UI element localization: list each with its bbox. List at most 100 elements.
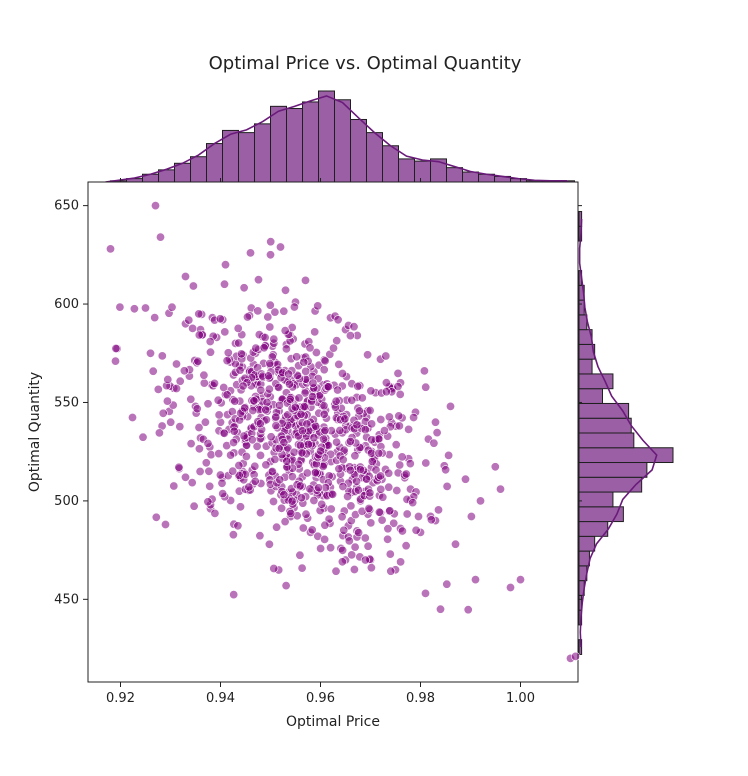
scatter-point [354,528,364,538]
top-hist-bar [238,132,255,184]
scatter-point [214,410,224,420]
scatter-point [268,496,278,506]
scatter-point [441,465,451,475]
scatter-point [378,492,388,502]
scatter-point [314,483,324,493]
scatter-point [349,564,359,574]
scatter-point [353,381,363,391]
scatter-point [383,534,393,544]
scatter-point [157,351,167,361]
scatter-point [426,515,436,525]
right-hist-bar [578,373,614,390]
scatter-point [470,575,480,585]
scatter-point [352,420,362,430]
top-hist-bar [414,160,431,184]
scatter-point [317,499,327,509]
scatter-point [287,496,297,506]
right-hist-bar [578,535,596,552]
scatter-point [151,201,161,211]
scatter-point [429,438,439,448]
right-marginal-histogram [578,211,674,655]
x-axis-label: Optimal Price [286,714,380,730]
scatter-point [254,275,264,285]
scatter-point [366,386,376,396]
top-hist-bar [318,90,335,184]
scatter-point [442,481,452,491]
scatter-point [345,465,355,475]
scatter-point [262,397,272,407]
x-tick-label: 0.94 [206,691,235,706]
scatter-point [146,348,156,358]
scatter-point [397,526,407,536]
scatter-point [213,395,223,405]
right-hist-bar [578,462,648,478]
scatter-point [384,482,394,492]
scatter-point [300,275,310,285]
scatter-point [205,336,215,346]
scatter-point [261,460,271,470]
scatter-point [402,509,412,519]
right-hist-bar [578,491,614,508]
scatter-point [397,452,407,462]
scatter-point [324,514,334,524]
y-tick-label: 500 [54,494,79,509]
top-marginal-histogram [105,90,575,184]
scatter-point [167,302,177,312]
scatter-point [350,451,360,461]
scatter-point [344,536,354,546]
scatter-point [166,417,176,427]
scatter-point [220,279,230,289]
top-hist-bar [350,118,367,184]
scatter-point [234,470,244,480]
scatter-point [192,404,202,414]
scatter-point [355,464,365,474]
scatter-point [179,366,189,376]
y-tick-label: 450 [54,592,79,607]
scatter-point [261,405,271,415]
scatter-point [255,531,265,541]
scatter-point [297,448,307,458]
scatter-point [460,474,470,484]
scatter-point [367,435,377,445]
scatter-point [384,412,394,422]
scatter-point [339,525,349,535]
scatter-point [250,461,260,471]
scatter-point [286,508,296,518]
scatter-point [393,381,403,391]
scatter-point [421,382,431,392]
right-hist-bar [578,358,593,375]
scatter-point [229,590,239,600]
scatter-point [328,343,338,353]
scatter-point [247,435,257,445]
right-hist-bar [578,388,603,404]
x-tick-label: 0.96 [306,691,335,706]
scatter-point [360,555,370,565]
scatter-point [264,384,274,394]
scatter-point [404,424,414,434]
scatter-point [280,517,290,527]
scatter-point [392,485,402,495]
scatter-point [345,436,355,446]
scatter-point [381,387,391,397]
scatter-point [313,301,323,311]
right-hist-bar [578,314,588,331]
scatter-point [284,379,294,389]
scatter-point [367,419,377,429]
scatter-point [156,232,166,242]
scatter-point [328,489,338,499]
scatter-point [376,414,386,424]
scatter-point [319,365,329,375]
right-hist-bar [578,299,585,316]
scatter-point [153,384,163,394]
scatter-point [295,481,305,491]
scatter-point [265,300,275,310]
scatter-point [274,400,284,410]
scatter-point [233,323,243,333]
scatter-point [323,382,333,392]
scatter-point [228,466,238,476]
scatter-point [303,439,313,449]
scatter-point [289,447,299,457]
scatter-point [222,356,232,366]
scatter-point [194,309,204,319]
